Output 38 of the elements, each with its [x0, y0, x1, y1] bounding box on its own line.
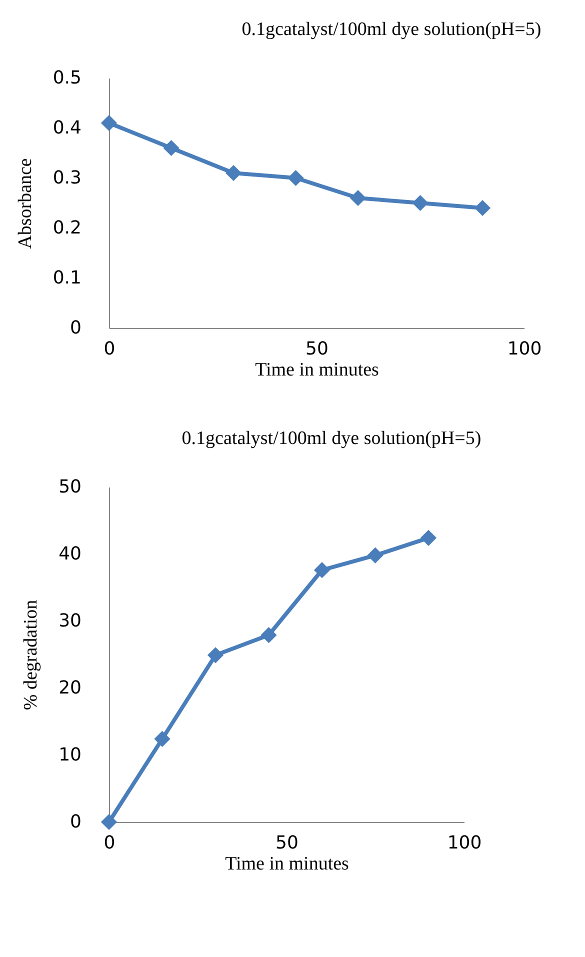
x-tick-label: 100 — [507, 338, 542, 360]
point — [412, 194, 428, 212]
chart-title: 0.1gcatalyst/100ml dye solution(pH=5) — [182, 428, 482, 449]
point — [154, 730, 170, 747]
y-tick-label: 30 — [58, 610, 82, 632]
x-tick-label: 100 — [447, 832, 482, 854]
y-tick-label: 50 — [58, 476, 82, 498]
point — [207, 647, 224, 664]
y-tick-label: 10 — [58, 744, 82, 766]
point — [314, 562, 330, 578]
x-axis-title: Time in minutes — [225, 854, 349, 874]
y-tick-label: 0.3 — [52, 168, 82, 188]
y-axis-title: Absorbance — [14, 158, 36, 249]
y-tick-label: 0 — [70, 812, 82, 832]
x-tick-label: 0 — [104, 832, 116, 854]
y-axis-title: % degradation — [20, 599, 42, 710]
y-tick-label: 0.4 — [52, 118, 82, 138]
point — [100, 814, 118, 830]
y-tick-label: 20 — [58, 678, 82, 698]
y-tick-label: 0.1 — [52, 268, 82, 288]
point — [367, 547, 384, 564]
x-tick-label: 50 — [306, 338, 328, 360]
point — [474, 200, 491, 216]
y-tick-label: 0 — [70, 318, 82, 338]
point — [260, 627, 277, 644]
x-tick-label: 0 — [104, 338, 116, 360]
y-tick-label: 0.2 — [52, 218, 82, 238]
x-tick-label: 50 — [276, 832, 298, 854]
point — [163, 140, 180, 156]
point — [350, 190, 366, 206]
point — [420, 530, 437, 546]
point — [100, 114, 118, 132]
point — [225, 164, 242, 182]
y-tick-label: 0.5 — [52, 68, 82, 88]
chart-title: 0.1gcatalyst/100ml dye solution(pH=5) — [242, 19, 542, 40]
y-tick-label: 40 — [58, 544, 82, 564]
x-axis-title: Time in minutes — [255, 360, 379, 380]
point — [288, 170, 304, 186]
